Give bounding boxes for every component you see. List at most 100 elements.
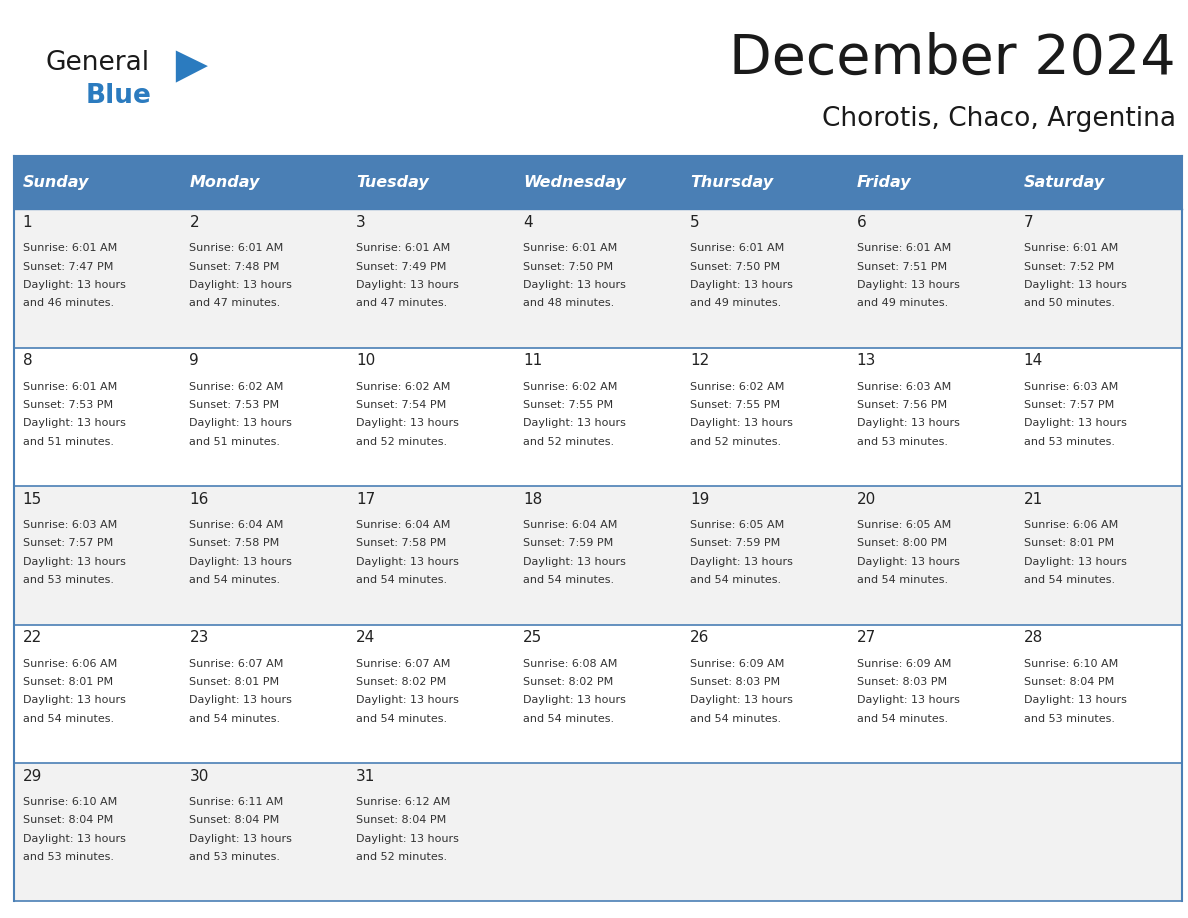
Text: Daylight: 13 hours: Daylight: 13 hours: [690, 695, 792, 705]
Text: and 48 minutes.: and 48 minutes.: [523, 298, 614, 308]
Text: 29: 29: [23, 768, 42, 784]
Text: and 52 minutes.: and 52 minutes.: [523, 437, 614, 447]
Text: and 52 minutes.: and 52 minutes.: [690, 437, 781, 447]
Text: Chorotis, Chaco, Argentina: Chorotis, Chaco, Argentina: [822, 106, 1176, 131]
Text: 8: 8: [23, 353, 32, 368]
Text: 3: 3: [356, 215, 366, 230]
Text: Daylight: 13 hours: Daylight: 13 hours: [523, 557, 626, 566]
Text: Sunset: 7:57 PM: Sunset: 7:57 PM: [1024, 400, 1114, 410]
Text: Sunset: 7:59 PM: Sunset: 7:59 PM: [690, 539, 781, 548]
Text: Sunrise: 6:11 AM: Sunrise: 6:11 AM: [189, 797, 284, 807]
Text: Sunset: 8:04 PM: Sunset: 8:04 PM: [23, 815, 113, 825]
Text: 27: 27: [857, 630, 876, 645]
Text: Daylight: 13 hours: Daylight: 13 hours: [523, 419, 626, 429]
Text: and 54 minutes.: and 54 minutes.: [690, 713, 781, 723]
Bar: [14, 209, 1182, 348]
Text: Sunset: 7:53 PM: Sunset: 7:53 PM: [189, 400, 279, 410]
Text: Sunset: 8:02 PM: Sunset: 8:02 PM: [523, 677, 613, 687]
Text: 30: 30: [189, 768, 209, 784]
Text: and 51 minutes.: and 51 minutes.: [189, 437, 280, 447]
Text: 1: 1: [23, 215, 32, 230]
Text: 13: 13: [857, 353, 876, 368]
Text: Sunset: 7:53 PM: Sunset: 7:53 PM: [23, 400, 113, 410]
Text: Sunset: 7:55 PM: Sunset: 7:55 PM: [523, 400, 613, 410]
Text: 7: 7: [1024, 215, 1034, 230]
Text: Sunrise: 6:01 AM: Sunrise: 6:01 AM: [356, 243, 450, 253]
Text: Sunrise: 6:04 AM: Sunrise: 6:04 AM: [189, 521, 284, 530]
Text: Sunrise: 6:02 AM: Sunrise: 6:02 AM: [356, 382, 450, 392]
Text: 17: 17: [356, 492, 375, 507]
Text: Sunrise: 6:01 AM: Sunrise: 6:01 AM: [23, 382, 116, 392]
Text: Sunset: 7:49 PM: Sunset: 7:49 PM: [356, 262, 447, 272]
Text: 18: 18: [523, 492, 542, 507]
Text: Sunset: 7:56 PM: Sunset: 7:56 PM: [857, 400, 947, 410]
Text: Sunrise: 6:01 AM: Sunrise: 6:01 AM: [690, 243, 784, 253]
Text: Sunrise: 6:04 AM: Sunrise: 6:04 AM: [356, 521, 450, 530]
Text: Sunrise: 6:01 AM: Sunrise: 6:01 AM: [189, 243, 284, 253]
Text: Sunrise: 6:02 AM: Sunrise: 6:02 AM: [690, 382, 784, 392]
Bar: [14, 624, 1182, 763]
Text: 4: 4: [523, 215, 532, 230]
Text: and 54 minutes.: and 54 minutes.: [523, 713, 614, 723]
Text: Sunday: Sunday: [23, 175, 89, 190]
Text: 20: 20: [857, 492, 876, 507]
Text: 10: 10: [356, 353, 375, 368]
Text: Sunrise: 6:07 AM: Sunrise: 6:07 AM: [356, 658, 450, 668]
Text: and 53 minutes.: and 53 minutes.: [1024, 437, 1114, 447]
Text: Sunset: 7:59 PM: Sunset: 7:59 PM: [523, 539, 613, 548]
Text: Sunrise: 6:05 AM: Sunrise: 6:05 AM: [690, 521, 784, 530]
Text: and 47 minutes.: and 47 minutes.: [189, 298, 280, 308]
Text: and 52 minutes.: and 52 minutes.: [356, 852, 448, 862]
Text: Sunrise: 6:09 AM: Sunrise: 6:09 AM: [690, 658, 784, 668]
Text: 28: 28: [1024, 630, 1043, 645]
Text: Daylight: 13 hours: Daylight: 13 hours: [857, 419, 960, 429]
Text: Daylight: 13 hours: Daylight: 13 hours: [356, 419, 459, 429]
Text: Sunrise: 6:03 AM: Sunrise: 6:03 AM: [857, 382, 950, 392]
Text: Daylight: 13 hours: Daylight: 13 hours: [857, 280, 960, 290]
Text: 15: 15: [23, 492, 42, 507]
Text: General: General: [45, 50, 150, 76]
Text: and 51 minutes.: and 51 minutes.: [23, 437, 114, 447]
Text: Daylight: 13 hours: Daylight: 13 hours: [356, 695, 459, 705]
Text: and 53 minutes.: and 53 minutes.: [23, 576, 114, 585]
Text: 12: 12: [690, 353, 709, 368]
Text: and 54 minutes.: and 54 minutes.: [356, 576, 448, 585]
Text: Sunset: 8:01 PM: Sunset: 8:01 PM: [23, 677, 113, 687]
Text: Sunset: 8:03 PM: Sunset: 8:03 PM: [857, 677, 947, 687]
Text: Sunrise: 6:05 AM: Sunrise: 6:05 AM: [857, 521, 950, 530]
Text: Sunset: 7:58 PM: Sunset: 7:58 PM: [356, 539, 447, 548]
Text: Daylight: 13 hours: Daylight: 13 hours: [356, 280, 459, 290]
Text: and 54 minutes.: and 54 minutes.: [690, 576, 781, 585]
Text: Daylight: 13 hours: Daylight: 13 hours: [23, 419, 126, 429]
Text: Sunrise: 6:08 AM: Sunrise: 6:08 AM: [523, 658, 618, 668]
Text: Sunrise: 6:01 AM: Sunrise: 6:01 AM: [857, 243, 950, 253]
Text: Sunset: 8:04 PM: Sunset: 8:04 PM: [1024, 677, 1114, 687]
Text: and 53 minutes.: and 53 minutes.: [857, 437, 948, 447]
Text: and 54 minutes.: and 54 minutes.: [857, 576, 948, 585]
Text: Sunset: 7:48 PM: Sunset: 7:48 PM: [189, 262, 280, 272]
Text: 9: 9: [189, 353, 200, 368]
Text: Sunrise: 6:06 AM: Sunrise: 6:06 AM: [1024, 521, 1118, 530]
Text: and 53 minutes.: and 53 minutes.: [1024, 713, 1114, 723]
Text: Sunset: 7:58 PM: Sunset: 7:58 PM: [189, 539, 279, 548]
Text: and 49 minutes.: and 49 minutes.: [857, 298, 948, 308]
Text: 25: 25: [523, 630, 542, 645]
Text: Sunset: 8:04 PM: Sunset: 8:04 PM: [356, 815, 447, 825]
Text: Sunrise: 6:09 AM: Sunrise: 6:09 AM: [857, 658, 952, 668]
Text: Sunrise: 6:03 AM: Sunrise: 6:03 AM: [23, 521, 116, 530]
Text: and 47 minutes.: and 47 minutes.: [356, 298, 448, 308]
Text: Daylight: 13 hours: Daylight: 13 hours: [356, 557, 459, 566]
Polygon shape: [176, 50, 208, 83]
Text: and 54 minutes.: and 54 minutes.: [1024, 576, 1114, 585]
Text: December 2024: December 2024: [729, 32, 1176, 86]
Text: Daylight: 13 hours: Daylight: 13 hours: [189, 280, 292, 290]
Bar: [14, 156, 1182, 209]
Text: and 54 minutes.: and 54 minutes.: [189, 713, 280, 723]
Text: Daylight: 13 hours: Daylight: 13 hours: [1024, 557, 1126, 566]
Text: Sunset: 7:47 PM: Sunset: 7:47 PM: [23, 262, 113, 272]
Text: and 54 minutes.: and 54 minutes.: [857, 713, 948, 723]
Text: and 52 minutes.: and 52 minutes.: [356, 437, 448, 447]
Text: Sunrise: 6:01 AM: Sunrise: 6:01 AM: [1024, 243, 1118, 253]
Text: 26: 26: [690, 630, 709, 645]
Text: Sunrise: 6:04 AM: Sunrise: 6:04 AM: [523, 521, 618, 530]
